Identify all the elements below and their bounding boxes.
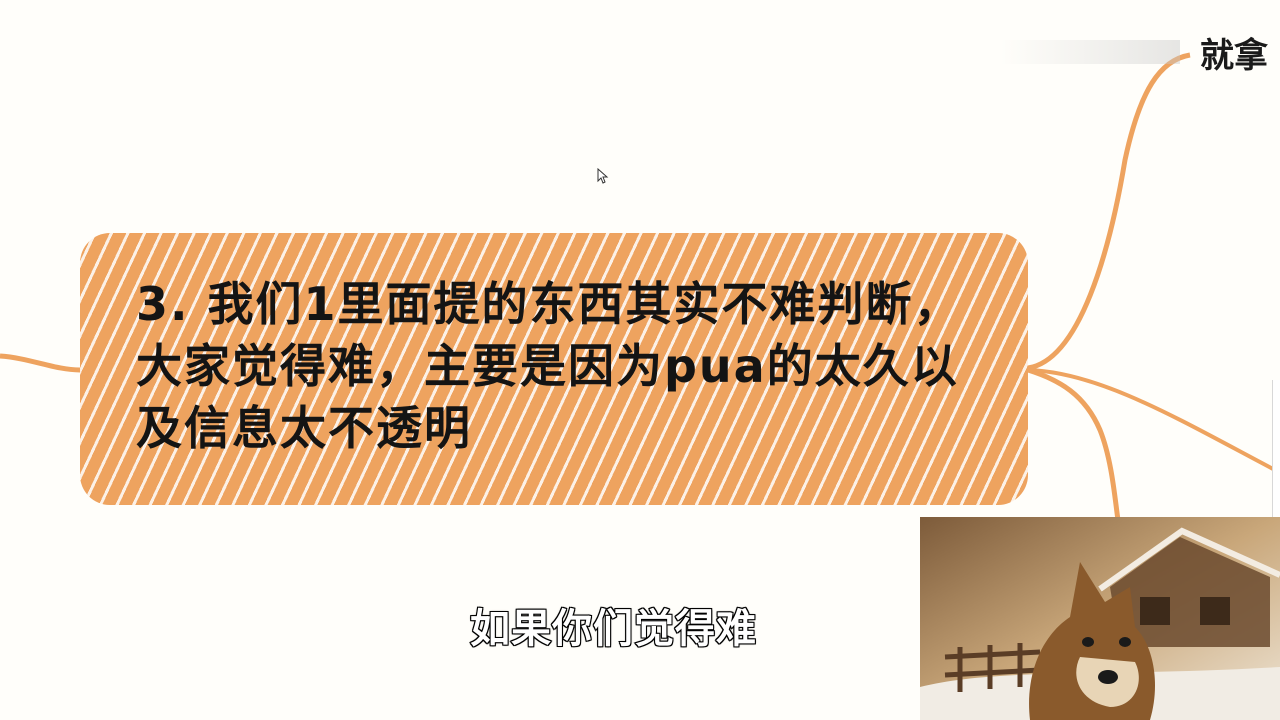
side-panel-edge [1272,380,1280,517]
connector-left [0,353,81,373]
connector-right [1027,368,1276,472]
dog-webcam-overlay [920,517,1280,720]
mindmap-node-label-top-right: 就拿 [1200,36,1268,76]
mindmap-node[interactable]: 3. 我们1里面提的东西其实不难判断，大家觉得难，主要是因为pua的太久以及信息… [80,233,1028,505]
connector-top-right [1027,52,1191,371]
faded-text-remnant [1000,40,1180,64]
webcam-scene [920,517,1280,720]
mindmap-node-text: 3. 我们1里面提的东西其实不难判断，大家觉得难，主要是因为pua的太久以及信息… [136,277,962,455]
mouse-cursor-icon [597,168,609,184]
connector-down-right [1027,367,1121,521]
video-subtitle: 如果你们觉得难 [469,605,757,653]
